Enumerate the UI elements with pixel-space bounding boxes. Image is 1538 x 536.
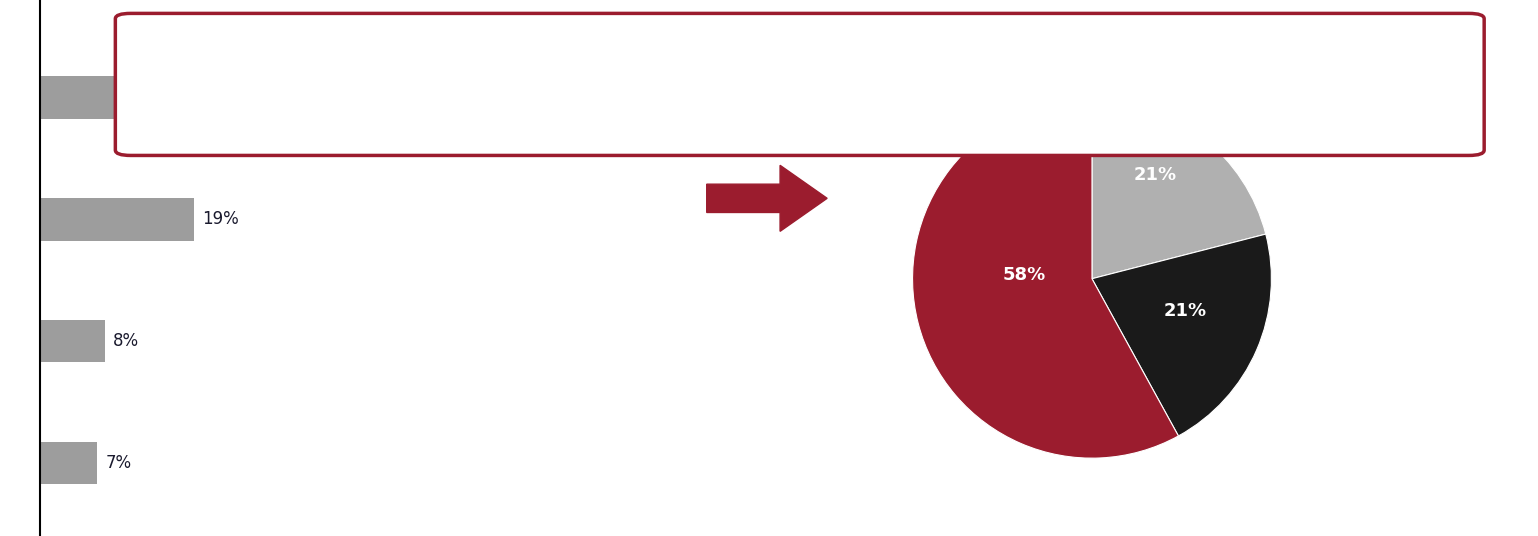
Text: 21%: 21% xyxy=(1134,166,1177,184)
Text: 21%: 21% xyxy=(1164,302,1207,320)
Text: 7%: 7% xyxy=(105,454,131,472)
Wedge shape xyxy=(912,99,1178,458)
Text: 58%: 58% xyxy=(1003,266,1046,284)
Text: 66%: 66% xyxy=(583,88,620,107)
Bar xyxy=(40,442,97,484)
Text: 8%: 8% xyxy=(114,332,140,350)
Bar xyxy=(40,198,194,241)
Polygon shape xyxy=(707,165,827,232)
Bar xyxy=(40,76,575,119)
Wedge shape xyxy=(1092,99,1266,279)
Text: 19%: 19% xyxy=(203,210,238,228)
Wedge shape xyxy=(1092,234,1272,436)
Bar xyxy=(40,320,105,362)
